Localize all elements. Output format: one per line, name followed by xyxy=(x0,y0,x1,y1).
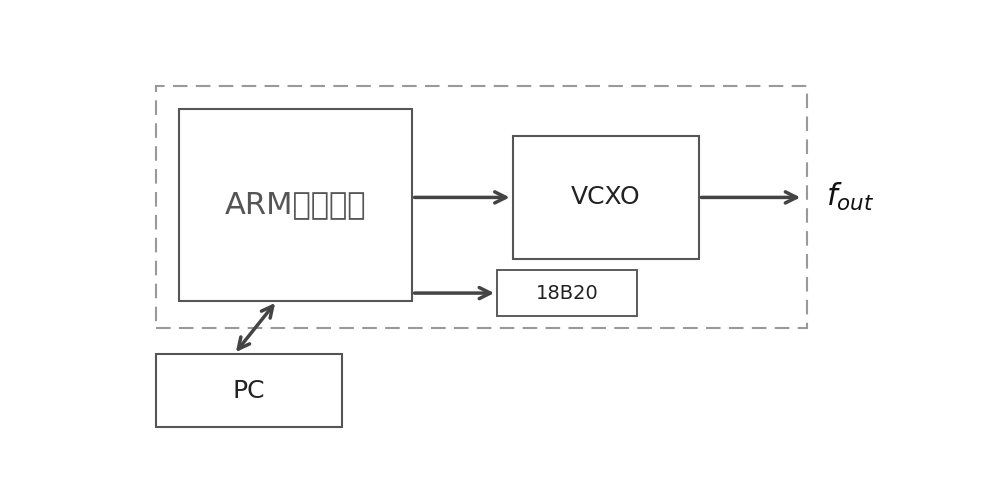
Bar xyxy=(156,86,807,328)
Bar xyxy=(179,109,412,301)
Text: 18B20: 18B20 xyxy=(535,284,598,303)
Text: VCXO: VCXO xyxy=(571,185,640,209)
Text: $f_{out}$: $f_{out}$ xyxy=(826,181,875,213)
Text: PC: PC xyxy=(233,379,265,403)
Bar xyxy=(512,136,698,258)
Bar xyxy=(497,270,637,316)
Bar xyxy=(156,354,342,427)
Text: ARM控制单元: ARM控制单元 xyxy=(225,190,366,220)
